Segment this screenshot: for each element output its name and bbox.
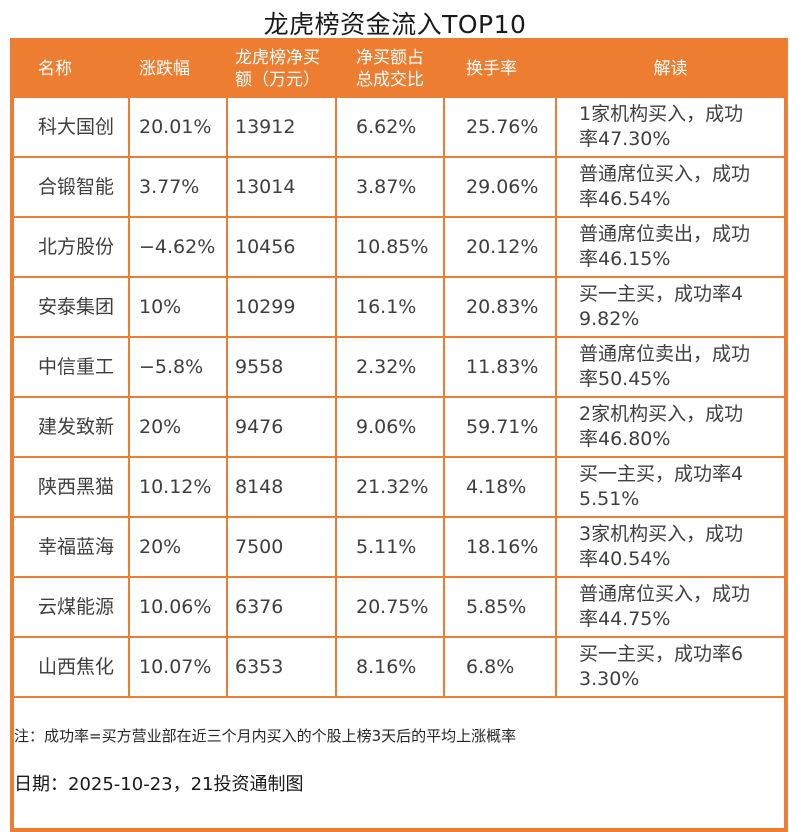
interpretation: 普通席位买入，成功 率46.54% [555, 156, 787, 218]
net-buy-amount: 6376 [226, 576, 337, 638]
turnover-rate: 29.06% [443, 156, 557, 218]
net-buy-amount: 13912 [226, 96, 337, 158]
col-header-net-buy: 龙虎榜净买 额（万元） [226, 39, 337, 98]
stock-name: 科大国创 [11, 96, 130, 158]
stock-name: 合锻智能 [11, 156, 130, 218]
table-row: 合锻智能 3.77% 13014 3.87% 29.06% 普通席位买入，成功 … [11, 156, 787, 218]
net-buy-ratio: 9.06% [335, 396, 445, 458]
table-row: 安泰集团 10% 10299 16.1% 20.83% 买一主买，成功率4 9.… [11, 276, 787, 338]
turnover-rate: 11.83% [443, 336, 557, 398]
stock-name: 北方股份 [11, 216, 130, 278]
turnover-rate: 5.85% [443, 576, 557, 638]
net-buy-amount: 10299 [226, 276, 337, 338]
table-row: 山西焦化 10.07% 6353 8.16% 6.8% 买一主买，成功率6 3.… [11, 636, 787, 698]
footer-row: 注：成功率=买方营业部在近三个月内买入的个股上榜3天后的平均上涨概率 日期：20… [11, 696, 787, 831]
net-buy-ratio: 10.85% [335, 216, 445, 278]
change-pct: 20% [128, 396, 228, 458]
table-row: 中信重工 −5.8% 9558 2.32% 11.83% 普通席位卖出，成功 率… [11, 336, 787, 398]
interpretation: 1家机构买入，成功 率47.30% [555, 96, 787, 158]
net-buy-amount: 6353 [226, 636, 337, 698]
net-buy-amount: 7500 [226, 516, 337, 578]
net-buy-ratio: 5.11% [335, 516, 445, 578]
change-pct: 20.01% [128, 96, 228, 158]
change-pct: −5.8% [128, 336, 228, 398]
col-header-turnover: 换手率 [443, 39, 557, 98]
net-buy-ratio: 21.32% [335, 456, 445, 518]
turnover-rate: 6.8% [443, 636, 557, 698]
success-rate-note: 注：成功率=买方营业部在近三个月内买入的个股上榜3天后的平均上涨概率 [14, 727, 517, 745]
interpretation: 普通席位卖出，成功 率46.15% [555, 216, 787, 278]
interpretation: 买一主买，成功率4 5.51% [555, 456, 787, 518]
col-header-change: 涨跌幅 [128, 39, 228, 98]
stock-name: 陕西黑猫 [11, 456, 130, 518]
turnover-rate: 20.12% [443, 216, 557, 278]
stock-name: 中信重工 [11, 336, 130, 398]
turnover-rate: 4.18% [443, 456, 557, 518]
change-pct: −4.62% [128, 216, 228, 278]
stock-name: 山西焦化 [11, 636, 130, 698]
net-buy-ratio: 2.32% [335, 336, 445, 398]
turnover-rate: 25.76% [443, 96, 557, 158]
page-title: 龙虎榜资金流入TOP10 [263, 10, 527, 39]
change-pct: 10.06% [128, 576, 228, 638]
table-row: 幸福蓝海 20% 7500 5.11% 18.16% 3家机构买入，成功 率40… [11, 516, 787, 578]
date-and-source: 日期：2025-10-23，21投资通制图 [14, 774, 304, 795]
table-row: 建发致新 20% 9476 9.06% 59.71% 2家机构买入，成功 率46… [11, 396, 787, 458]
net-buy-amount: 9476 [226, 396, 337, 458]
net-buy-amount: 13014 [226, 156, 337, 218]
net-buy-ratio: 6.62% [335, 96, 445, 158]
turnover-rate: 59.71% [443, 396, 557, 458]
col-header-ratio: 净买额占 总成交比 [335, 39, 445, 98]
net-buy-ratio: 16.1% [335, 276, 445, 338]
stock-name: 云煤能源 [11, 576, 130, 638]
table-row: 北方股份 −4.62% 10456 10.85% 20.12% 普通席位卖出，成… [11, 216, 787, 278]
interpretation: 普通席位买入，成功 率44.75% [555, 576, 787, 638]
interpretation: 3家机构买入，成功 率40.54% [555, 516, 787, 578]
change-pct: 10% [128, 276, 228, 338]
net-buy-amount: 8148 [226, 456, 337, 518]
interpretation: 2家机构买入，成功 率46.80% [555, 396, 787, 458]
table-footer: 注：成功率=买方营业部在近三个月内买入的个股上榜3天后的平均上涨概率 日期：20… [11, 696, 787, 831]
stock-name: 安泰集团 [11, 276, 130, 338]
net-buy-ratio: 8.16% [335, 636, 445, 698]
net-buy-amount: 9558 [226, 336, 337, 398]
table-row: 科大国创 20.01% 13912 6.62% 25.76% 1家机构买入，成功… [11, 96, 787, 158]
net-buy-ratio: 20.75% [335, 576, 445, 638]
change-pct: 3.77% [128, 156, 228, 218]
interpretation: 买一主买，成功率6 3.30% [555, 636, 787, 698]
change-pct: 10.12% [128, 456, 228, 518]
net-buy-ratio: 3.87% [335, 156, 445, 218]
table-row: 陕西黑猫 10.12% 8148 21.32% 4.18% 买一主买，成功率4 … [11, 456, 787, 518]
header-row: 名称 涨跌幅 龙虎榜净买 额（万元） 净买额占 总成交比 换手率 解读 [11, 39, 787, 98]
interpretation: 普通席位卖出，成功 率50.45% [555, 336, 787, 398]
change-pct: 10.07% [128, 636, 228, 698]
table-row: 云煤能源 10.06% 6376 20.75% 5.85% 普通席位买入，成功 … [11, 576, 787, 638]
interpretation: 买一主买，成功率4 9.82% [555, 276, 787, 338]
net-buy-amount: 10456 [226, 216, 337, 278]
col-header-interpretation: 解读 [555, 39, 787, 98]
col-header-name: 名称 [11, 39, 130, 98]
turnover-rate: 20.83% [443, 276, 557, 338]
stock-name: 幸福蓝海 [11, 516, 130, 578]
dragon-tiger-table: 名称 涨跌幅 龙虎榜净买 额（万元） 净买额占 总成交比 换手率 解读 科大国创… [10, 38, 788, 832]
change-pct: 20% [128, 516, 228, 578]
stock-name: 建发致新 [11, 396, 130, 458]
turnover-rate: 18.16% [443, 516, 557, 578]
